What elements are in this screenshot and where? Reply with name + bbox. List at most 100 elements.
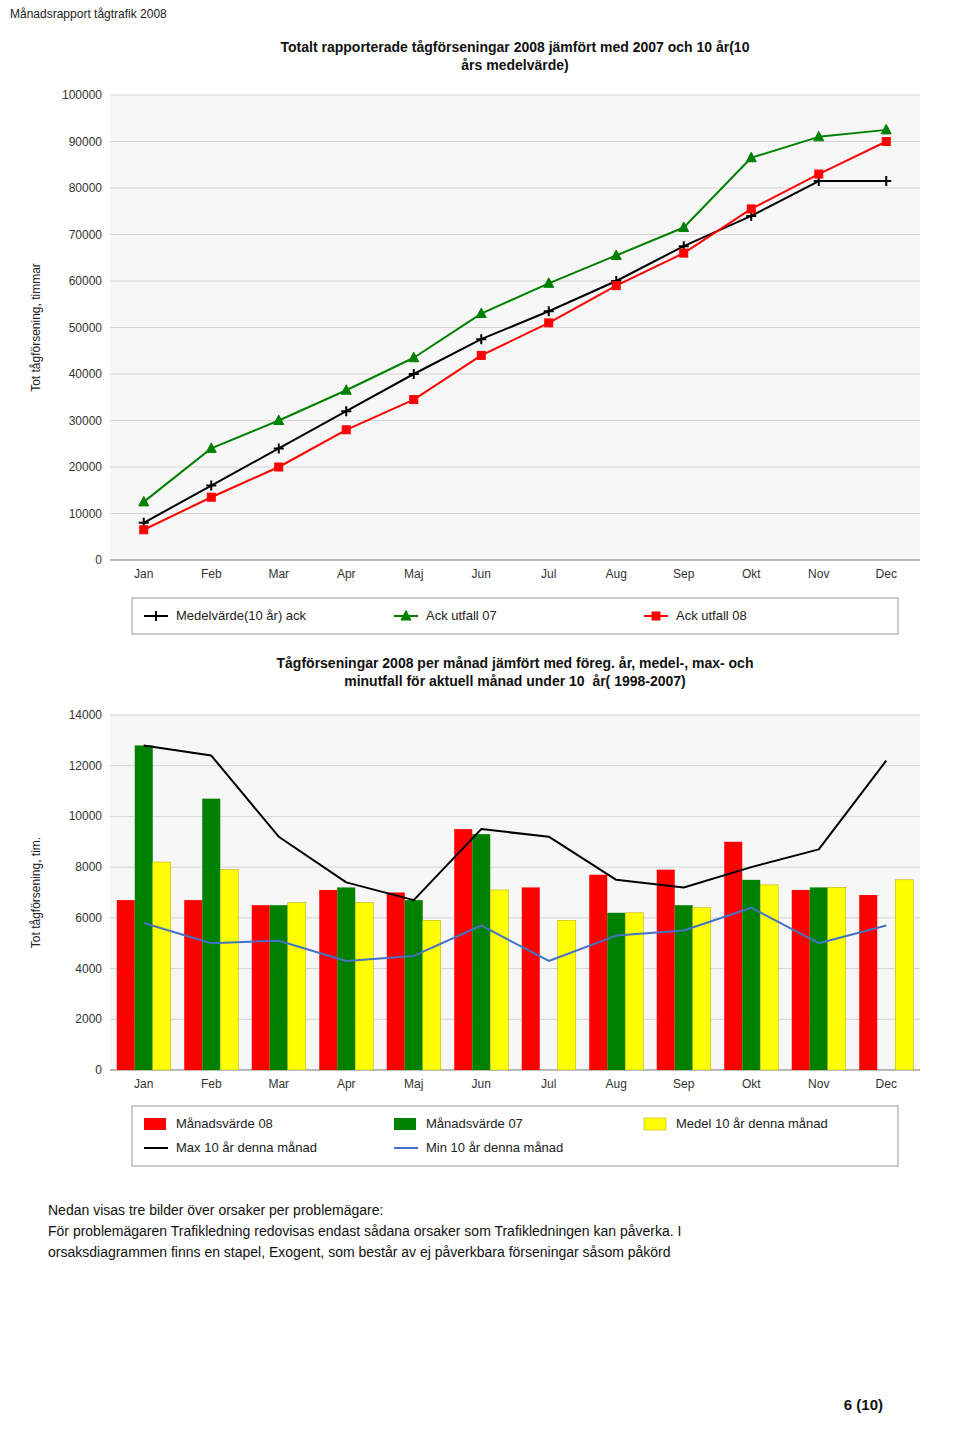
- marker: [275, 463, 283, 471]
- bar: [405, 900, 423, 1070]
- legend-frame: [132, 1106, 898, 1166]
- marker: [409, 369, 419, 379]
- grid-line: [110, 867, 920, 868]
- legend-marker: [151, 611, 161, 621]
- marker: [341, 406, 351, 416]
- legend-label: Max 10 år denna månad: [176, 1140, 317, 1155]
- bar: [135, 745, 153, 1070]
- y-tick-label: 8000: [75, 860, 102, 874]
- legend-swatch: [644, 1118, 666, 1130]
- y-tick-label: 80000: [69, 181, 103, 195]
- legend-label: Månadsvärde 08: [176, 1116, 273, 1131]
- bar: [117, 900, 135, 1070]
- bar: [454, 829, 472, 1070]
- grid-line: [110, 715, 920, 716]
- x-tick-label: Jan: [134, 1077, 153, 1091]
- x-tick-label: Aug: [606, 1077, 627, 1091]
- y-tick-label: 0: [95, 1063, 102, 1077]
- x-tick-label: Apr: [337, 567, 356, 581]
- y-axis-label: Tot tågförsening, timmar: [29, 263, 43, 392]
- legend-swatch: [394, 1118, 416, 1130]
- line: [144, 181, 887, 523]
- y-tick-label: 90000: [69, 135, 103, 149]
- legend-label: Medelvärde(10 år) ack: [176, 608, 307, 623]
- legend-marker: [401, 611, 411, 621]
- x-tick-label: Jun: [472, 567, 491, 581]
- bar: [184, 900, 202, 1070]
- marker: [746, 152, 756, 162]
- x-tick-label: Apr: [337, 1077, 356, 1091]
- x-tick-label: Dec: [876, 1077, 897, 1091]
- marker: [206, 481, 216, 491]
- plot-area: [110, 715, 920, 1070]
- page-title: Månadsrapport tågtrafik 2008: [10, 7, 167, 21]
- legend-frame: [132, 598, 898, 634]
- bar: [558, 920, 576, 1070]
- grid-line: [110, 327, 920, 328]
- body-text: Nedan visas tre bilder över orsaker per …: [48, 1202, 383, 1218]
- x-tick-label: Maj: [404, 567, 423, 581]
- marker: [274, 443, 284, 453]
- marker: [410, 396, 418, 404]
- grid-line: [110, 281, 920, 282]
- bar: [423, 920, 441, 1070]
- marker: [679, 222, 689, 232]
- y-tick-label: 60000: [69, 274, 103, 288]
- legend-label: Medel 10 år denna månad: [676, 1116, 828, 1131]
- legend-label: Månadsvärde 07: [426, 1116, 523, 1131]
- x-tick-label: Mar: [268, 1077, 289, 1091]
- grid-line: [110, 374, 920, 375]
- body-text: orsaksdiagrammen finns en stapel, Exogen…: [48, 1244, 671, 1260]
- grid-line: [110, 560, 920, 561]
- legend-label: Ack utfall 08: [676, 608, 747, 623]
- grid-line: [110, 188, 920, 189]
- marker: [882, 138, 890, 146]
- marker: [139, 496, 149, 506]
- line: [144, 745, 887, 900]
- data-group: [139, 124, 892, 533]
- marker: [476, 334, 486, 344]
- chart-title: Totalt rapporterade tågförseningar 2008 …: [281, 39, 750, 73]
- grid-line: [110, 234, 920, 235]
- marker: [881, 176, 891, 186]
- marker: [274, 415, 284, 425]
- marker: [140, 526, 148, 534]
- grid-line: [110, 513, 920, 514]
- bar: [895, 880, 913, 1070]
- x-tick-label: Sep: [673, 567, 695, 581]
- bar: [337, 887, 355, 1070]
- x-tick-label: Mar: [268, 567, 289, 581]
- bar: [202, 799, 220, 1070]
- y-tick-label: 14000: [69, 708, 103, 722]
- y-tick-label: 10000: [69, 809, 103, 823]
- marker: [815, 170, 823, 178]
- bar: [319, 890, 337, 1070]
- y-tick-label: 12000: [69, 759, 103, 773]
- legend-marker: [652, 612, 660, 620]
- body-text: För problemägaren Trafikledning redovisa…: [48, 1223, 681, 1239]
- page-footer: 6 (10): [844, 1396, 883, 1413]
- bar: [522, 887, 540, 1070]
- y-tick-label: 2000: [75, 1012, 102, 1026]
- chart: Totalt rapporterade tågförseningar 2008 …: [29, 39, 920, 634]
- grid-line: [110, 467, 920, 468]
- bar: [792, 890, 810, 1070]
- marker: [477, 351, 485, 359]
- data-group: [117, 745, 914, 1070]
- x-tick-label: Dec: [876, 567, 897, 581]
- bar: [828, 887, 846, 1070]
- bar: [657, 870, 675, 1070]
- line: [144, 142, 887, 530]
- x-tick-label: Okt: [742, 567, 761, 581]
- bar: [589, 875, 607, 1070]
- x-tick-label: Jul: [541, 567, 556, 581]
- marker: [207, 493, 215, 501]
- bar: [810, 887, 828, 1070]
- legend-label: Ack utfall 07: [426, 608, 497, 623]
- bar: [288, 903, 306, 1070]
- marker: [544, 278, 554, 288]
- y-tick-label: 70000: [69, 228, 103, 242]
- y-tick-label: 50000: [69, 321, 103, 335]
- marker: [544, 306, 554, 316]
- x-tick-label: Nov: [808, 567, 829, 581]
